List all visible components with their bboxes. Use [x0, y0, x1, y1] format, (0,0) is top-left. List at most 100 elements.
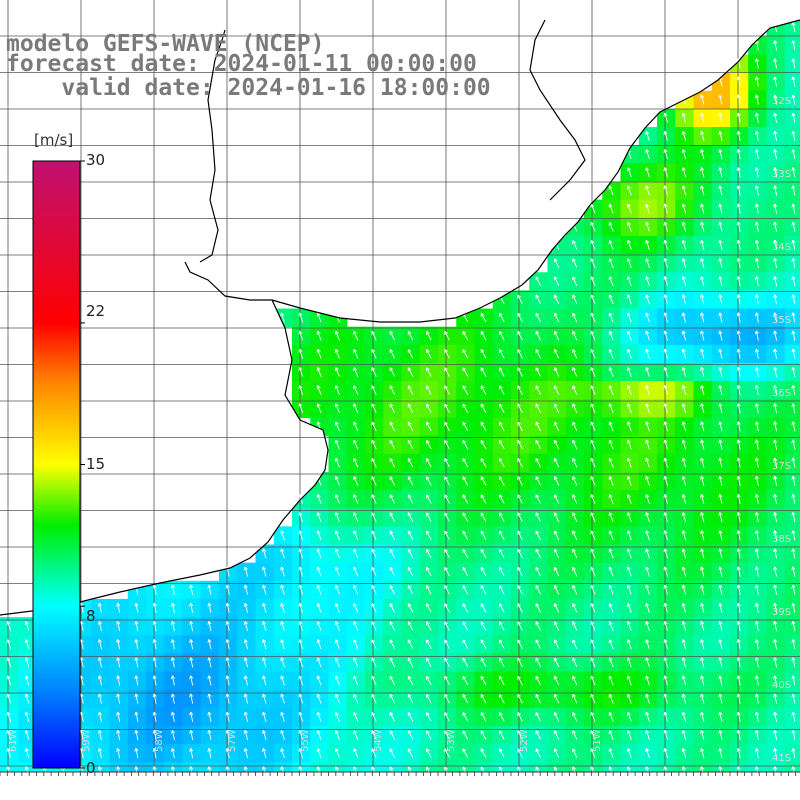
wind-arrow [791, 58, 796, 69]
wind-arrow [700, 112, 705, 123]
wind-arrow [499, 312, 505, 323]
wind-arrow [608, 294, 614, 305]
wind-arrow [736, 185, 741, 196]
wind-speed-cell [784, 290, 800, 310]
wind-arrow [736, 130, 741, 142]
lon-label: 61W [8, 729, 19, 752]
lat-label: 38S [772, 534, 791, 545]
wind-arrow [754, 258, 759, 269]
wind-arrow [608, 258, 614, 268]
lat-label: 35S [772, 315, 791, 326]
wind-speed-cell [584, 762, 603, 772]
wind-speed-cell [255, 762, 275, 772]
wind-arrow [608, 312, 614, 323]
wind-arrow [681, 276, 687, 287]
colorbar-unit-label: [m/s] [34, 131, 74, 149]
wind-arrow [608, 203, 614, 214]
lat-label: 32S [772, 96, 791, 107]
wind-speed-cell [438, 762, 457, 772]
wind-speed-cell [730, 762, 749, 772]
wind-speed-cell [784, 36, 800, 56]
wind-speed-cell [784, 217, 800, 237]
wind-arrow [773, 149, 778, 160]
wind-speed-cell [784, 617, 800, 636]
wind-speed-cell [784, 308, 800, 328]
wind-arrow [700, 94, 705, 105]
wind-speed-cell [784, 635, 800, 654]
wind-speed-cell [529, 762, 549, 772]
wind-arrow [480, 312, 487, 323]
wind-arrow [718, 185, 723, 196]
wind-speed-cell [73, 762, 92, 772]
wind-arrow [645, 167, 650, 178]
wind-arrow [681, 130, 687, 142]
wind-speed-cell [711, 762, 731, 772]
colorbar-tick-8: 8 [86, 607, 96, 625]
wind-arrow [700, 167, 705, 178]
wind-arrow [700, 130, 705, 142]
wind-arrow [718, 257, 723, 269]
wind-speed-cell [547, 762, 567, 772]
wind-arrow [718, 276, 723, 287]
valid-date-text: valid date: 2024-01-16 18:00:00 [6, 75, 491, 101]
wind-speed-cell [200, 762, 220, 772]
wind-arrow [553, 312, 560, 323]
wind-arrow [791, 258, 796, 269]
wind-arrow [736, 167, 741, 178]
wind-speed-cell [784, 54, 800, 74]
wind-speed-cell [784, 580, 800, 600]
wind-speed-cell [492, 762, 512, 772]
wind-speed-cell [784, 181, 800, 201]
wind-arrow [791, 185, 796, 196]
wind-speed-cell [784, 562, 800, 582]
wind-speed-cell [401, 762, 421, 772]
lon-label: 51W [592, 729, 603, 752]
wind-arrow [773, 239, 778, 250]
wind-arrow [681, 221, 687, 232]
wind-arrow [791, 149, 796, 160]
wind-arrow [590, 312, 596, 323]
wind-arrow [626, 239, 632, 250]
wind-arrow [663, 221, 669, 232]
wind-arrow [718, 130, 723, 142]
wind-arrow [681, 294, 687, 305]
wind-arrow [645, 239, 650, 250]
wind-speed-cell [693, 762, 713, 772]
wind-arrow [754, 221, 759, 232]
wind-arrow [791, 40, 796, 51]
wind-arrow [773, 203, 778, 214]
wind-arrow [681, 203, 687, 214]
wind-speed-cell [675, 762, 695, 772]
wind-arrow [645, 185, 650, 196]
wind-arrow [773, 167, 778, 178]
wind-arrow [700, 185, 705, 196]
wind-arrow [718, 221, 723, 232]
wind-speed-cell [456, 762, 476, 772]
wind-speed-cell [784, 707, 800, 727]
wind-speed-cell [784, 453, 800, 473]
wind-arrow [754, 294, 759, 305]
wind-arrow [572, 240, 578, 250]
lat-label: 36S [772, 388, 791, 399]
wind-arrow [663, 149, 669, 160]
wind-speed-cell [620, 762, 640, 772]
wind-arrow [700, 257, 705, 269]
wind-arrow [681, 149, 687, 160]
wind-arrow [553, 276, 560, 286]
wind-arrow [791, 239, 796, 250]
wind-arrow [626, 258, 632, 269]
wind-speed-cell [237, 762, 257, 772]
wind-arrow [718, 94, 723, 105]
wind-speed-cell [784, 344, 800, 364]
lat-label: 40S [772, 680, 791, 691]
lat-lon-grid [0, 0, 800, 772]
wind-speed-cell [766, 762, 786, 772]
wind-arrow [754, 239, 759, 250]
wind-arrow [626, 276, 632, 287]
land-mask [0, 0, 800, 615]
continent-land [0, 0, 800, 322]
wind-arrow [645, 258, 650, 269]
wind-arrow [700, 239, 705, 251]
lat-label: 37S [772, 461, 791, 472]
wind-arrow [773, 185, 778, 196]
